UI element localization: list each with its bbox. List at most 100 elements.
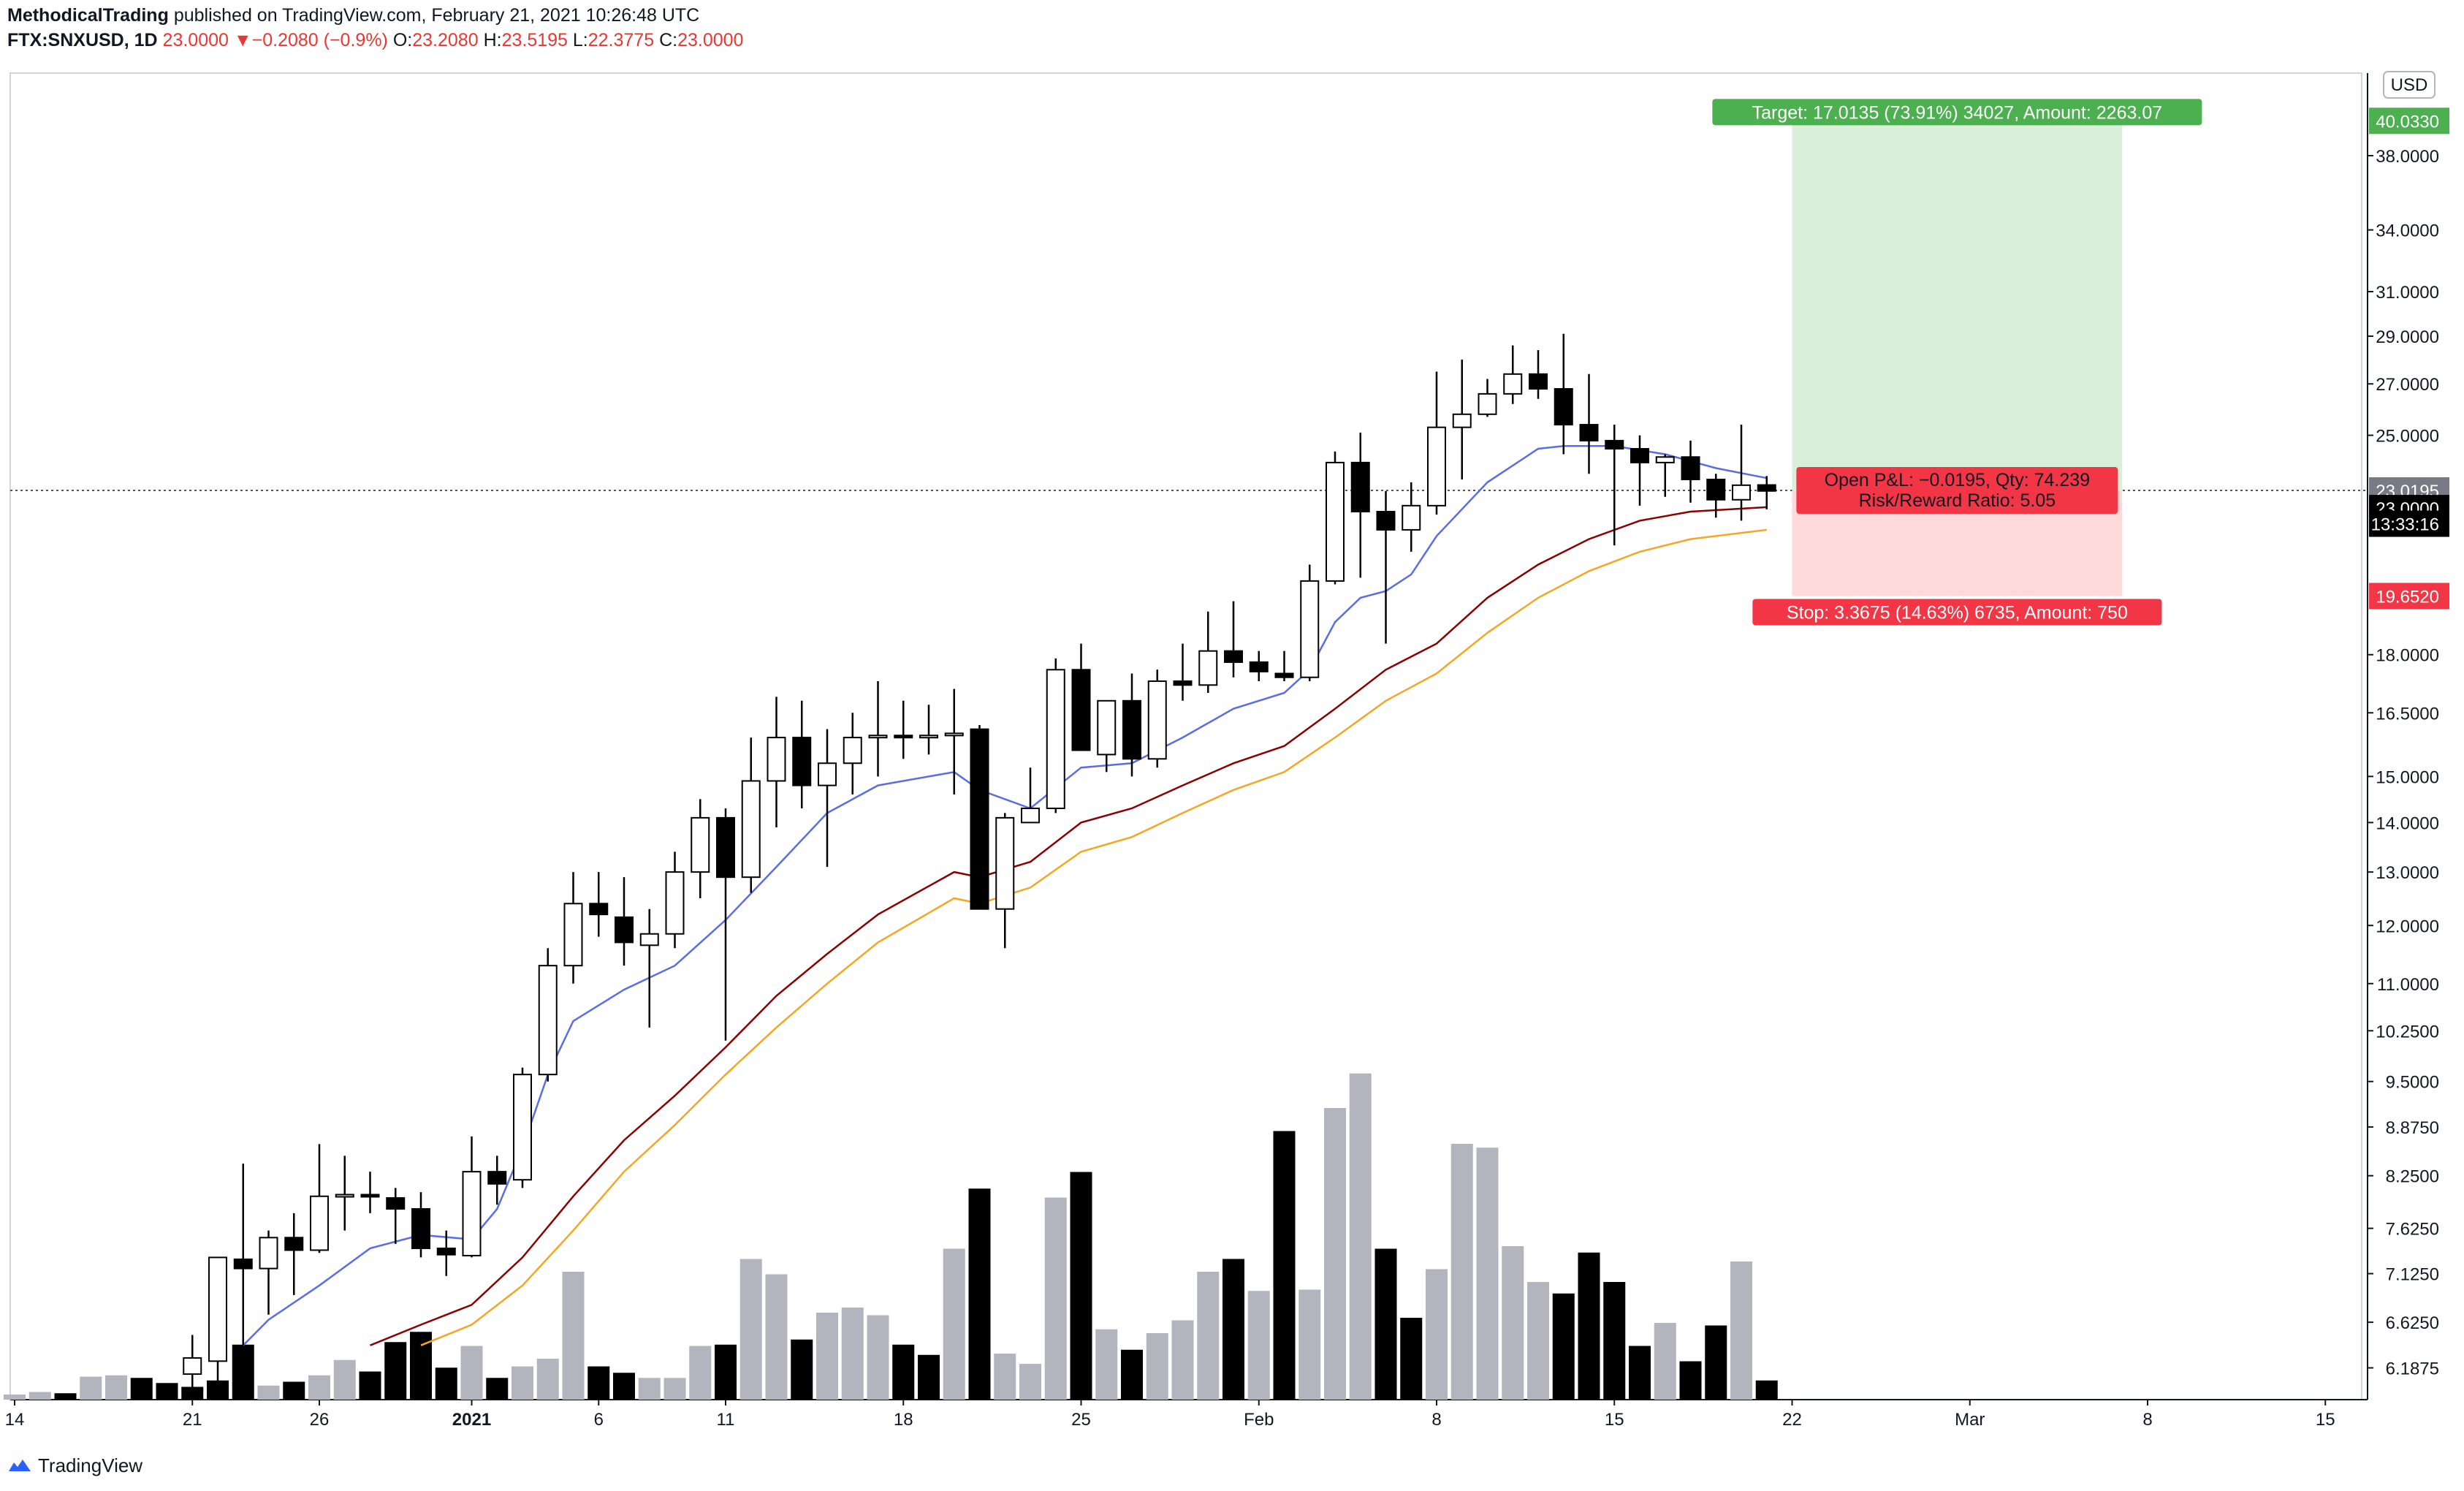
author-name[interactable]: MethodicalTrading [7,5,169,26]
price-marker[interactable] [2369,583,2449,610]
price-axis[interactable]: 6.1875 6.6250 7.1250 7.6250 8.2500 8.8750 9.50… [2368,71,2449,1379]
risk-reward-label[interactable]: Risk/Reward Ratio: 5.05 [1859,490,2056,511]
candle-body[interactable] [1071,669,1091,751]
candle-body[interactable] [1198,650,1218,686]
candle-body[interactable] [1147,680,1167,760]
candle-body[interactable] [1046,669,1065,810]
candle-body[interactable] [995,816,1015,910]
candle-body[interactable] [487,1171,507,1185]
candlesticks[interactable] [183,333,1776,1389]
price-marker-label[interactable]: 40.0330 [2376,112,2439,132]
candle-body[interactable] [716,816,735,879]
candle-body[interactable] [691,816,710,873]
volume-bar [1552,1293,1575,1400]
candle-body[interactable] [868,735,888,739]
candle-body[interactable] [1249,661,1269,672]
price-marker[interactable] [2369,107,2449,134]
candle-body[interactable] [538,965,558,1076]
candle-body[interactable] [589,903,609,916]
pnl-label[interactable]: Open P&L: −0.0195, Qty: 74.239 [1825,470,2090,490]
candle-body[interactable] [208,1256,227,1362]
target-label-box[interactable] [1712,99,2202,126]
candle-body[interactable] [1478,392,1497,415]
symbol-label[interactable]: FTX:SNXUSD, 1D [7,30,158,50]
candle-body[interactable] [843,737,862,765]
candle-body[interactable] [1173,680,1193,686]
candle-body[interactable] [1655,456,1675,463]
candle-body[interactable] [792,737,812,786]
candle-body[interactable] [233,1258,253,1270]
stop-label[interactable]: Stop: 3.3675 (14.63%) 6735, Amount: 750 [1787,603,2128,623]
candle-body[interactable] [1376,511,1396,531]
pnl-box[interactable] [1796,466,2118,514]
candle-body[interactable] [1757,484,1776,492]
volume-bar [1171,1320,1194,1400]
target-zone[interactable] [1792,121,2123,490]
candle-body[interactable] [1605,439,1624,450]
candle-body[interactable] [944,732,964,737]
time-axis[interactable]: 14 21 26 2021 6 11 18 25 Feb 8 15 22 Mar 8 15 [5,1400,2335,1430]
candle-body[interactable] [1097,699,1117,756]
price-tick-label: 11.0000 [2377,975,2439,995]
candle-body[interactable] [1427,426,1446,507]
candle-body[interactable] [1579,424,1599,441]
candle-body[interactable] [919,735,938,739]
candle-body[interactable] [462,1171,482,1256]
candle-body[interactable] [1554,388,1573,426]
footer-brand-text: TradingView [38,1454,143,1476]
candle-body[interactable] [1452,413,1472,428]
candle-body[interactable] [818,762,837,786]
candle-body[interactable] [1503,373,1523,395]
position-labels[interactable]: Target: 17.0135 (73.91%) 34027, Amount: … [1712,99,2202,626]
price-marker-label[interactable]: 19.6520 [2376,588,2439,607]
price-marker-label[interactable]: 13:33:16 [2371,515,2439,535]
candle-body[interactable] [513,1074,532,1181]
candle-body[interactable] [1402,504,1421,531]
candle-body[interactable] [1681,456,1700,481]
candle-body[interactable] [1122,699,1141,760]
volume-bar [943,1248,965,1400]
footer-brand[interactable]: TradingView [7,1447,142,1484]
low-value: 22.3775 [588,30,655,50]
candle-body[interactable] [665,871,685,935]
candle-body[interactable] [436,1248,456,1256]
candle-body[interactable] [1300,580,1320,678]
currency-button[interactable] [2383,71,2436,99]
candle-body[interactable] [970,728,989,910]
candle-body[interactable] [259,1237,278,1270]
candle-body[interactable] [1732,484,1751,501]
candle-body[interactable] [741,780,761,879]
candle-body[interactable] [1224,650,1243,663]
price-marker[interactable] [2369,510,2449,537]
last-price: 23.0000 [162,30,229,50]
candle-body[interactable] [360,1194,380,1198]
change-value: −0.2080 (−0.9%) [251,30,388,50]
candle-body[interactable] [639,933,659,946]
volume-bar [1070,1172,1092,1400]
candle-body[interactable] [615,916,634,944]
position-tool[interactable] [1792,121,2123,596]
candle-body[interactable] [386,1197,406,1210]
candle-body[interactable] [335,1194,354,1198]
candle-body[interactable] [563,903,583,967]
candle-body[interactable] [183,1357,202,1376]
candle-body[interactable] [411,1208,430,1250]
stop-label-box[interactable] [1752,599,2162,626]
candle-body[interactable] [1630,448,1649,463]
candle-body[interactable] [1326,461,1345,582]
candle-body[interactable] [1350,461,1370,513]
candle-body[interactable] [1274,672,1294,678]
candle-body[interactable] [310,1195,329,1251]
candle-body[interactable] [1529,373,1548,390]
candle-body[interactable] [1706,479,1726,501]
volume-bar [54,1393,77,1400]
currency-label[interactable]: USD [2391,75,2428,95]
target-label[interactable]: Target: 17.0135 (73.91%) 34027, Amount: … [1752,102,2163,123]
volume-bar [1755,1380,1778,1400]
candle-body[interactable] [284,1237,304,1251]
volume-bar [1730,1262,1752,1400]
candle-body[interactable] [767,737,786,782]
candle-body[interactable] [1021,808,1040,824]
candle-body[interactable] [894,735,913,739]
